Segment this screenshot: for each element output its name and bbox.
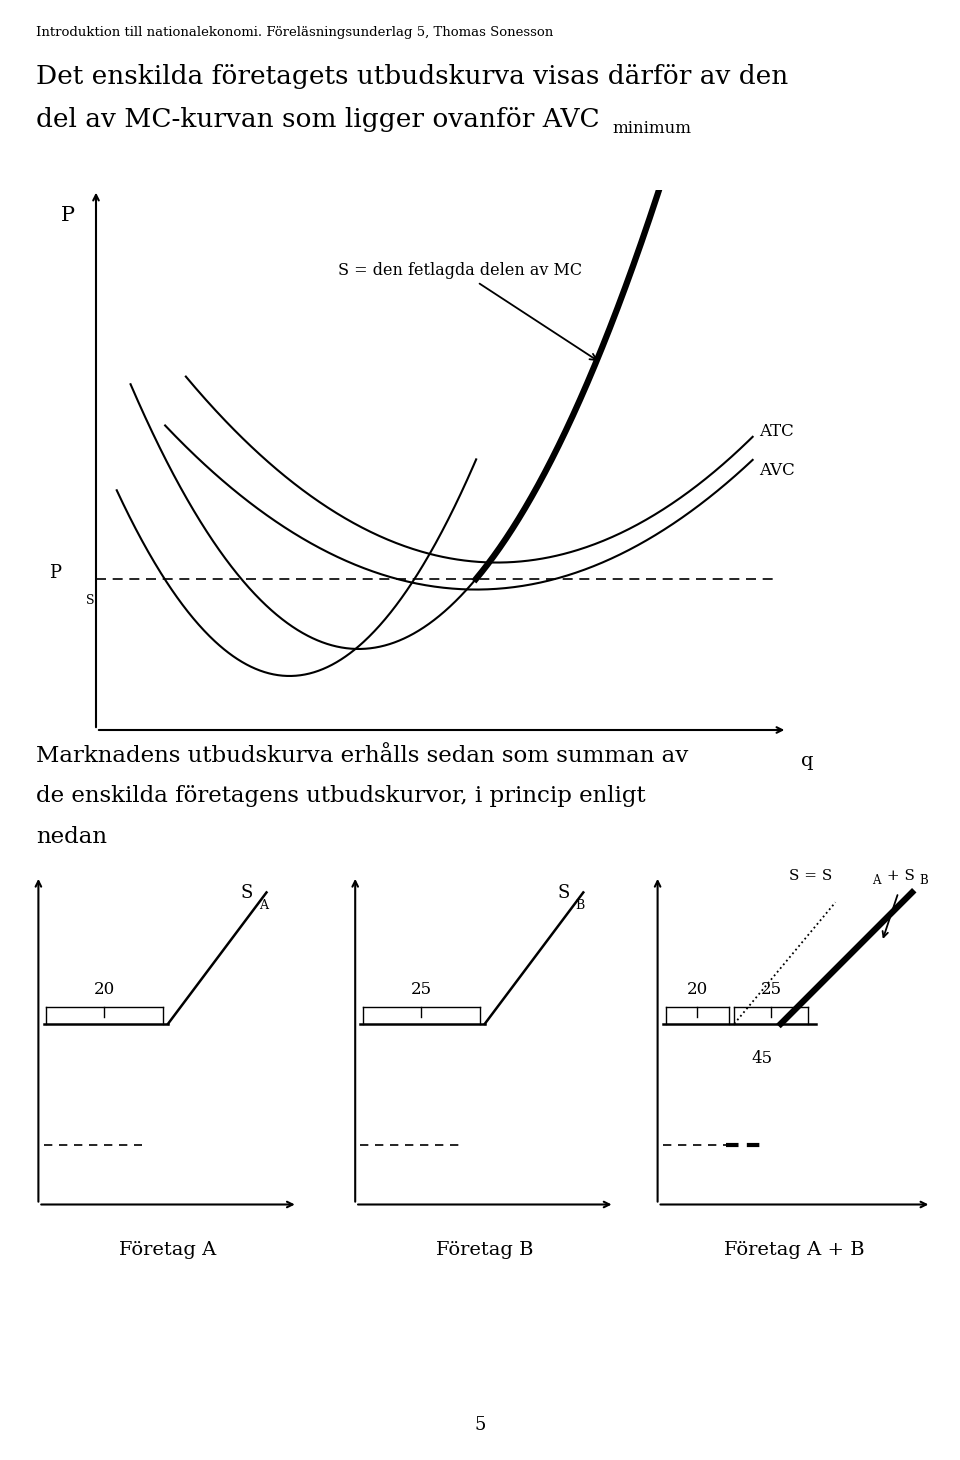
Text: 20: 20: [94, 981, 115, 997]
Text: minimum: minimum: [612, 120, 691, 137]
Text: Företag A: Företag A: [119, 1241, 217, 1259]
Text: de enskilda företagens utbudskurvor, i princip enligt: de enskilda företagens utbudskurvor, i p…: [36, 785, 646, 807]
Text: 45: 45: [751, 1050, 772, 1067]
Text: P: P: [61, 206, 75, 225]
Text: A: A: [259, 899, 268, 912]
Text: del av MC-kurvan som ligger ovanför AVC: del av MC-kurvan som ligger ovanför AVC: [36, 107, 600, 131]
Text: Introduktion till nationalekonomi. Föreläsningsunderlag 5, Thomas Sonesson: Introduktion till nationalekonomi. Förel…: [36, 26, 554, 39]
Text: 25: 25: [411, 981, 432, 997]
Text: A: A: [873, 875, 881, 888]
Text: B: B: [575, 899, 585, 912]
Text: Företag A + B: Företag A + B: [724, 1241, 865, 1259]
Text: Det enskilda företagets utbudskurva visas därför av den: Det enskilda företagets utbudskurva visa…: [36, 64, 789, 89]
Text: q: q: [801, 752, 813, 769]
Text: S = S: S = S: [789, 869, 832, 883]
Text: 20: 20: [686, 981, 708, 997]
Text: P: P: [50, 565, 61, 583]
Text: S = den fetlagda delen av MC: S = den fetlagda delen av MC: [338, 263, 596, 361]
Text: S: S: [241, 885, 252, 902]
Text: S: S: [558, 885, 569, 902]
Text: S: S: [85, 594, 94, 607]
Text: nedan: nedan: [36, 826, 108, 848]
Text: + S: + S: [882, 869, 915, 883]
Text: Marknadens utbudskurva erhålls sedan som summan av: Marknadens utbudskurva erhålls sedan som…: [36, 745, 689, 766]
Text: 25: 25: [760, 981, 781, 997]
Text: AVC: AVC: [759, 463, 795, 479]
Text: ATC: ATC: [759, 423, 794, 439]
Text: B: B: [919, 875, 927, 888]
Text: 5: 5: [474, 1416, 486, 1434]
Text: Företag B: Företag B: [436, 1241, 534, 1259]
